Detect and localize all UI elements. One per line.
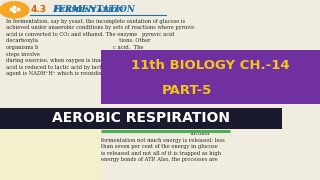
FancyBboxPatch shape	[0, 108, 282, 129]
Text: PART-5: PART-5	[162, 84, 212, 97]
FancyBboxPatch shape	[101, 50, 320, 104]
Text: 11th BIOLOGY CH.-14: 11th BIOLOGY CH.-14	[131, 59, 290, 72]
Text: AEROBIC RESPIRATION: AEROBIC RESPIRATION	[52, 111, 230, 125]
FancyBboxPatch shape	[0, 129, 101, 180]
Text: Fᴇʀᴍᴇɴᴛᴀᴛɪᴏɴ: Fᴇʀᴍᴇɴᴛᴀᴛɪᴏɴ	[53, 5, 124, 14]
Text: 4.3: 4.3	[30, 5, 46, 14]
Text: alcohol
fermentation not much energy is released; less
than seven per cent of th: alcohol fermentation not much energy is …	[101, 131, 225, 163]
Circle shape	[0, 2, 29, 18]
Text: In fermentation, say by yeast, the incomplete oxidation of glucose is
achieved u: In fermentation, say by yeast, the incom…	[6, 19, 205, 76]
Text: FERMENTATION: FERMENTATION	[52, 5, 135, 14]
